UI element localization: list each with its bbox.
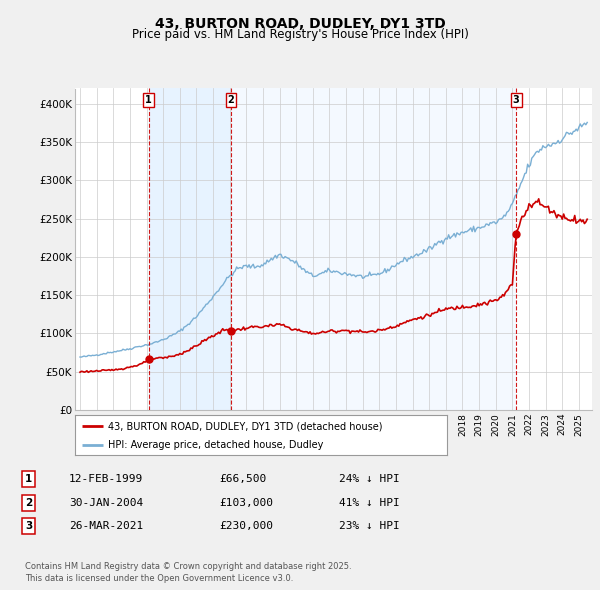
Text: 24% ↓ HPI: 24% ↓ HPI <box>339 474 400 484</box>
Text: 41% ↓ HPI: 41% ↓ HPI <box>339 498 400 507</box>
Text: 26-MAR-2021: 26-MAR-2021 <box>69 522 143 531</box>
Text: 3: 3 <box>25 522 32 531</box>
Text: 2: 2 <box>25 498 32 507</box>
Text: 23% ↓ HPI: 23% ↓ HPI <box>339 522 400 531</box>
Bar <box>149 88 231 410</box>
Text: Price paid vs. HM Land Registry's House Price Index (HPI): Price paid vs. HM Land Registry's House … <box>131 28 469 41</box>
Text: 30-JAN-2004: 30-JAN-2004 <box>69 498 143 507</box>
Text: 1: 1 <box>25 474 32 484</box>
Text: Contains HM Land Registry data © Crown copyright and database right 2025.
This d: Contains HM Land Registry data © Crown c… <box>25 562 352 583</box>
Text: 43, BURTON ROAD, DUDLEY, DY1 3TD: 43, BURTON ROAD, DUDLEY, DY1 3TD <box>155 17 445 31</box>
Text: 3: 3 <box>513 95 520 105</box>
Text: £66,500: £66,500 <box>219 474 266 484</box>
Bar <box>231 88 516 410</box>
Text: 1: 1 <box>145 95 152 105</box>
Text: 43, BURTON ROAD, DUDLEY, DY1 3TD (detached house): 43, BURTON ROAD, DUDLEY, DY1 3TD (detach… <box>108 421 382 431</box>
Text: 2: 2 <box>227 95 235 105</box>
Text: 12-FEB-1999: 12-FEB-1999 <box>69 474 143 484</box>
Text: HPI: Average price, detached house, Dudley: HPI: Average price, detached house, Dudl… <box>108 440 323 450</box>
Text: £103,000: £103,000 <box>219 498 273 507</box>
Text: £230,000: £230,000 <box>219 522 273 531</box>
